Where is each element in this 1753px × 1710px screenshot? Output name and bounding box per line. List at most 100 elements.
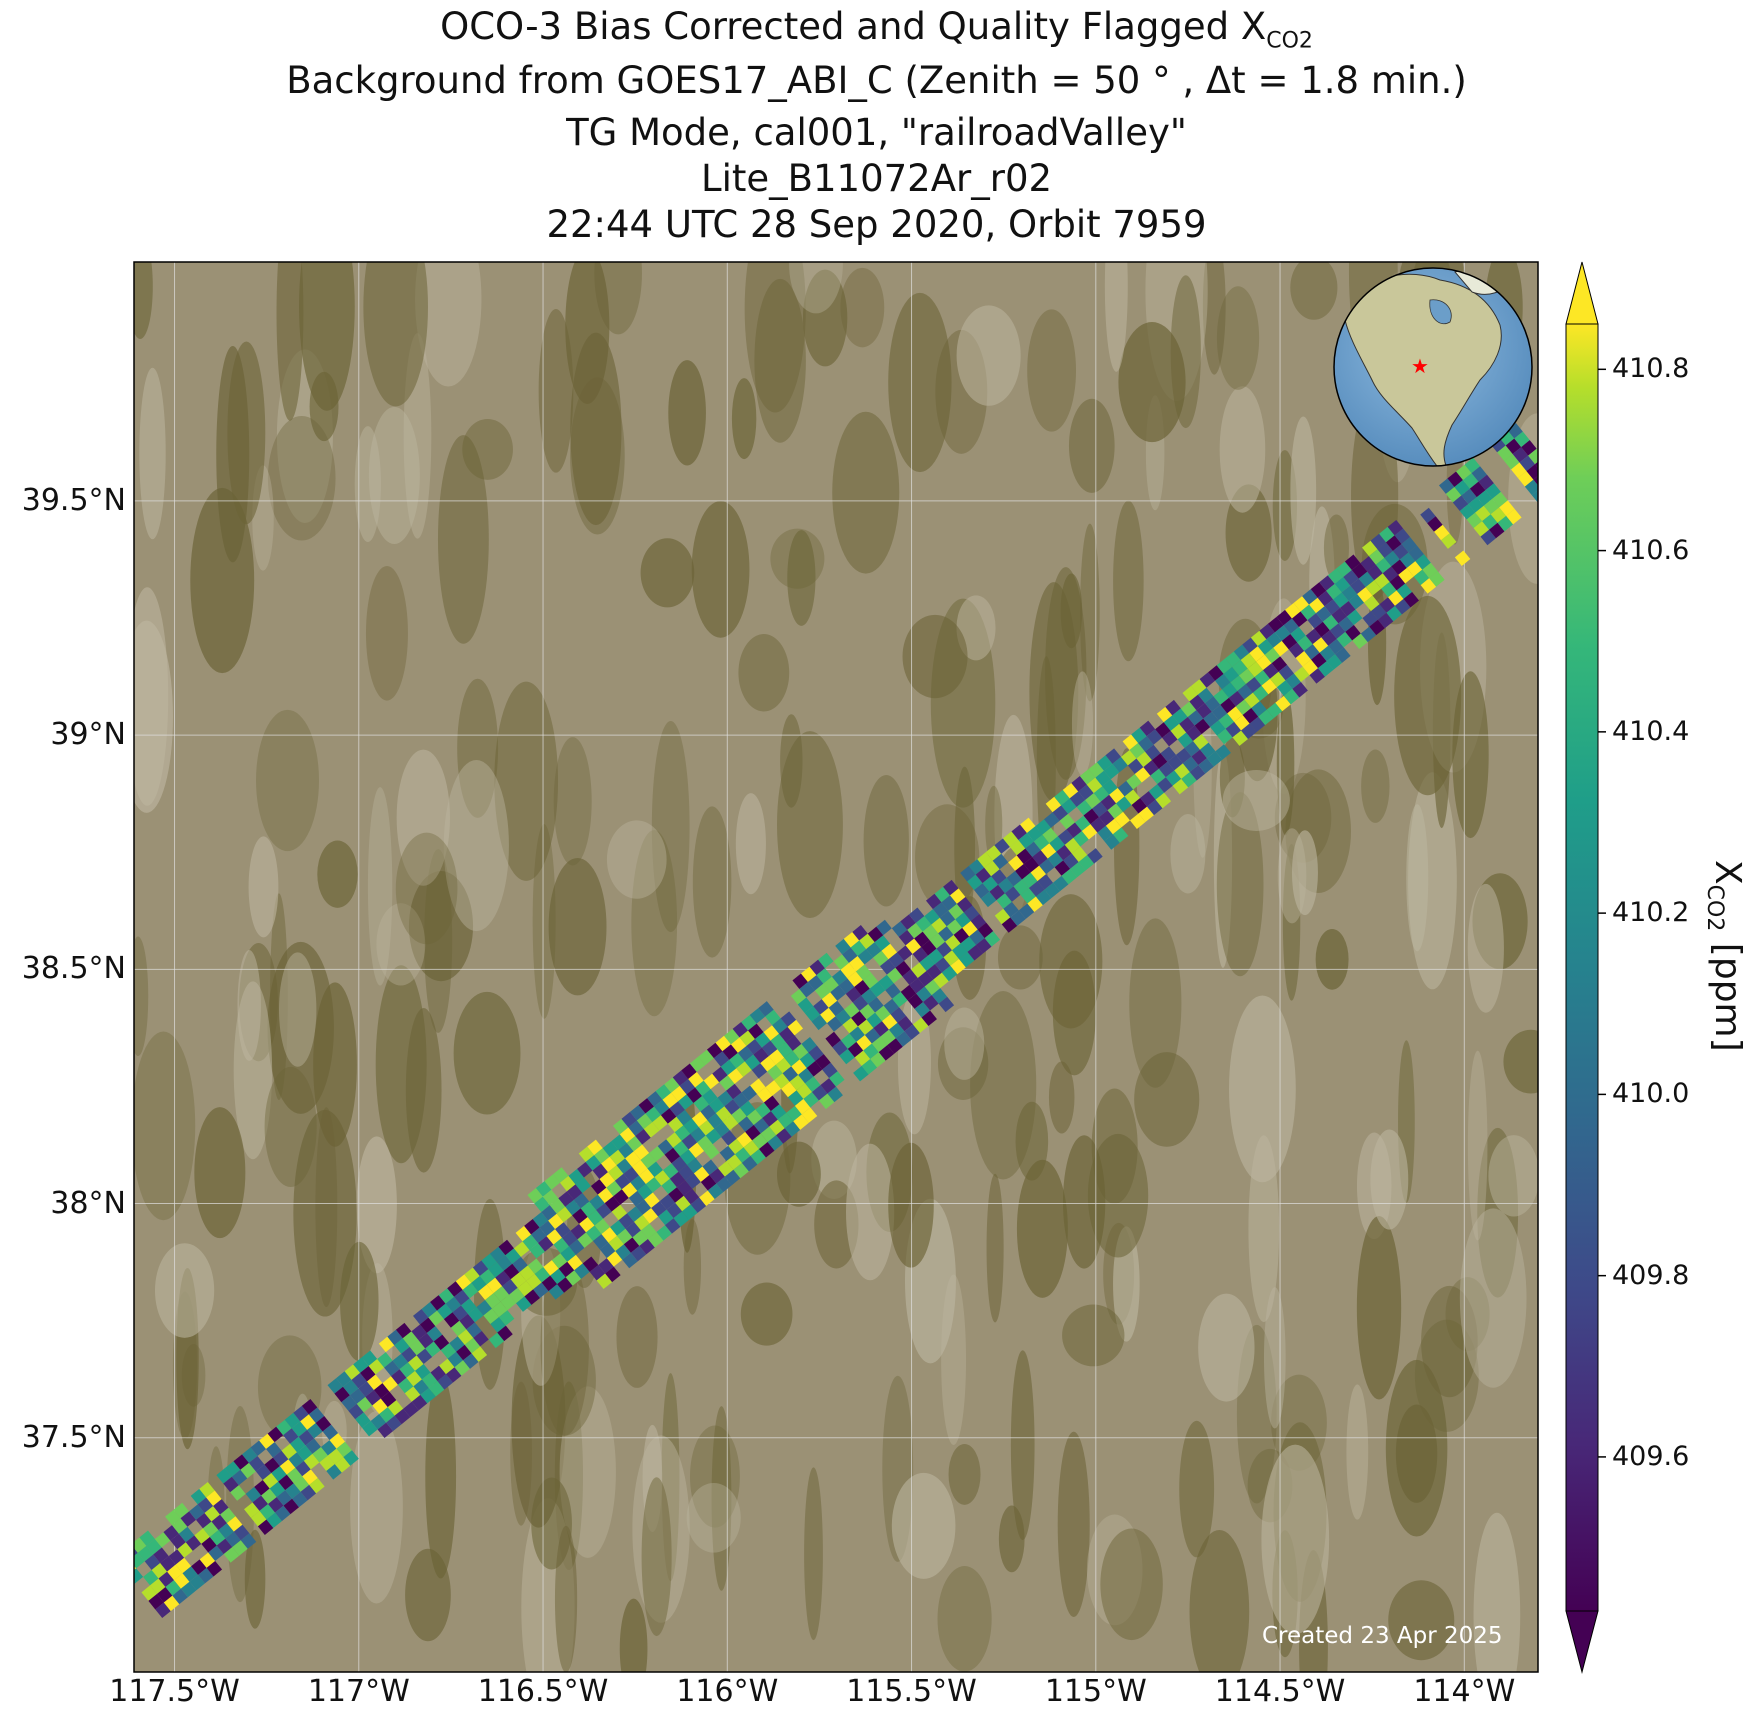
xco2-sounding-cell — [779, 1026, 795, 1043]
xco2-sounding-cell — [726, 1083, 742, 1100]
xco2-sounding-cell — [831, 969, 848, 986]
xco2-sounding-cell — [796, 1083, 812, 1099]
xco2-sounding-cell — [989, 884, 1005, 901]
xco2-sounding-cell — [286, 1467, 303, 1484]
xco2-sounding-cell — [1198, 758, 1214, 774]
xco2-sounding-cell — [308, 1407, 325, 1423]
xco2-sounding-cell — [1250, 630, 1267, 647]
xco2-sounding-cell — [849, 1026, 865, 1042]
xco2-sounding-cell — [513, 1241, 530, 1257]
mountain-range — [1445, 1277, 1490, 1352]
xco2-sounding-cell — [1217, 728, 1233, 745]
xco2-sounding-cell — [1030, 865, 1047, 882]
xco2-sounding-cell — [1379, 597, 1395, 613]
xco2-sounding-cell — [373, 1383, 390, 1399]
title-line-5: 22:44 UTC 28 Sep 2020, Orbit 7959 — [546, 203, 1207, 246]
mountain-range — [363, 262, 428, 407]
dry-basin — [396, 749, 450, 886]
xco2-sounding-cell — [661, 1178, 677, 1195]
xco2-sounding-cell — [1090, 817, 1106, 833]
xco2-sounding-cell — [781, 1081, 797, 1098]
xco2-sounding-cell — [753, 1118, 770, 1134]
xco2-sounding-cell — [1037, 874, 1054, 890]
xco2-sounding-cell — [991, 869, 1007, 885]
xco2-sounding-cell — [570, 1223, 587, 1240]
xco2-sounding-cell — [415, 1363, 431, 1380]
xco2-sounding-cell — [675, 1195, 691, 1212]
xco2-sounding-cell — [859, 1004, 876, 1020]
xco2-sounding-cell — [885, 983, 901, 999]
xco2-sounding-cell — [863, 1043, 879, 1059]
xco2-sounding-cell — [1232, 660, 1248, 676]
xco2-sounding-cell — [1321, 630, 1337, 646]
xco2-sounding-cell — [329, 1433, 346, 1449]
xco2-sounding-cell — [892, 991, 908, 1008]
xco2-sounding-cell — [1398, 567, 1414, 584]
xco2-sounding-cell — [975, 867, 992, 884]
dry-basin — [1488, 1135, 1538, 1217]
xco2-sounding-cell — [1314, 621, 1330, 638]
xco2-sounding-cell — [601, 1156, 617, 1173]
xco2-sounding-cell — [194, 1528, 210, 1544]
xco2-sounding-cell — [755, 1102, 771, 1119]
mountain-range — [264, 1066, 317, 1188]
xco2-sounding-cell — [857, 949, 874, 965]
xco2-sounding-cell — [1340, 600, 1356, 617]
xco2-sounding-cell — [746, 1039, 762, 1055]
xco2-sounding-cell — [1370, 533, 1387, 550]
colorbar-tick-label: 410.2 — [1612, 897, 1690, 929]
xco2-sounding-cell — [557, 1277, 573, 1293]
xco2-sounding-cell — [218, 1523, 234, 1539]
xco2-sounding-cell — [921, 1010, 937, 1027]
mountain-range — [740, 1282, 793, 1346]
xco2-sounding-cell — [420, 1387, 436, 1404]
xco2-sounding-cell — [681, 1063, 697, 1079]
xco2-sounding-cell — [199, 1552, 216, 1568]
mountain-range — [948, 1443, 981, 1505]
xco2-sounding-cell — [471, 1346, 488, 1362]
colorbar-ticks — [1598, 368, 1606, 1458]
xco2-sounding-cell — [1215, 673, 1231, 690]
xco2-sounding-cell — [533, 1282, 549, 1298]
xco2-sounding-cell — [728, 1138, 744, 1155]
xco2-sounding-cell — [809, 959, 826, 976]
xco2-sounding-cell — [204, 1506, 221, 1522]
latitude-tick-label: 38.5°N — [21, 951, 126, 987]
mountain-range — [863, 775, 909, 907]
xco2-sounding-cell — [416, 1348, 433, 1364]
xco2-sounding-cell — [409, 1339, 426, 1356]
xco2-sounding-cell — [1413, 569, 1430, 586]
xco2-sounding-cell — [1377, 612, 1394, 629]
xco2-sounding-cell — [815, 1054, 831, 1070]
xco2-sounding-cell — [904, 1024, 920, 1040]
mountain-range — [1068, 398, 1115, 493]
xco2-sounding-cell — [421, 1372, 438, 1388]
xco2-sounding-cell — [832, 1040, 848, 1056]
xco2-sounding-cell — [806, 1061, 823, 1077]
mountain-range — [711, 1406, 732, 1591]
xco2-sounding-cell — [700, 1104, 716, 1121]
xco2-sounding-cell — [534, 1267, 551, 1283]
xco2-sounding-cell — [1429, 571, 1445, 587]
xco2-sounding-cell — [792, 1043, 809, 1060]
xco2-sounding-cell — [577, 1232, 593, 1248]
xco2-sounding-cell — [254, 1479, 270, 1496]
xco2-sounding-cell — [599, 1242, 616, 1259]
xco2-sounding-cell — [199, 1482, 215, 1498]
xco2-sounding-cell — [1179, 717, 1195, 733]
xco2-sounding-cell — [857, 1019, 874, 1035]
xco2-sounding-cell — [1064, 837, 1081, 854]
xco2-sounding-cell — [882, 1014, 898, 1030]
xco2-sounding-cell — [968, 859, 985, 875]
xco2-sounding-cell — [955, 912, 971, 928]
xco2-sounding-cell — [1061, 798, 1077, 814]
xco2-sounding-cell — [1174, 763, 1190, 779]
xco2-sounding-cell — [1160, 746, 1176, 762]
xco2-sounding-cell — [787, 1090, 804, 1106]
xco2-sounding-cell — [1540, 481, 1555, 496]
mountain-range — [1315, 928, 1349, 990]
xco2-sounding-cell — [662, 1092, 679, 1109]
dry-basin — [1290, 416, 1317, 565]
xco2-sounding-cell — [690, 1197, 707, 1213]
dry-basin — [956, 595, 996, 661]
